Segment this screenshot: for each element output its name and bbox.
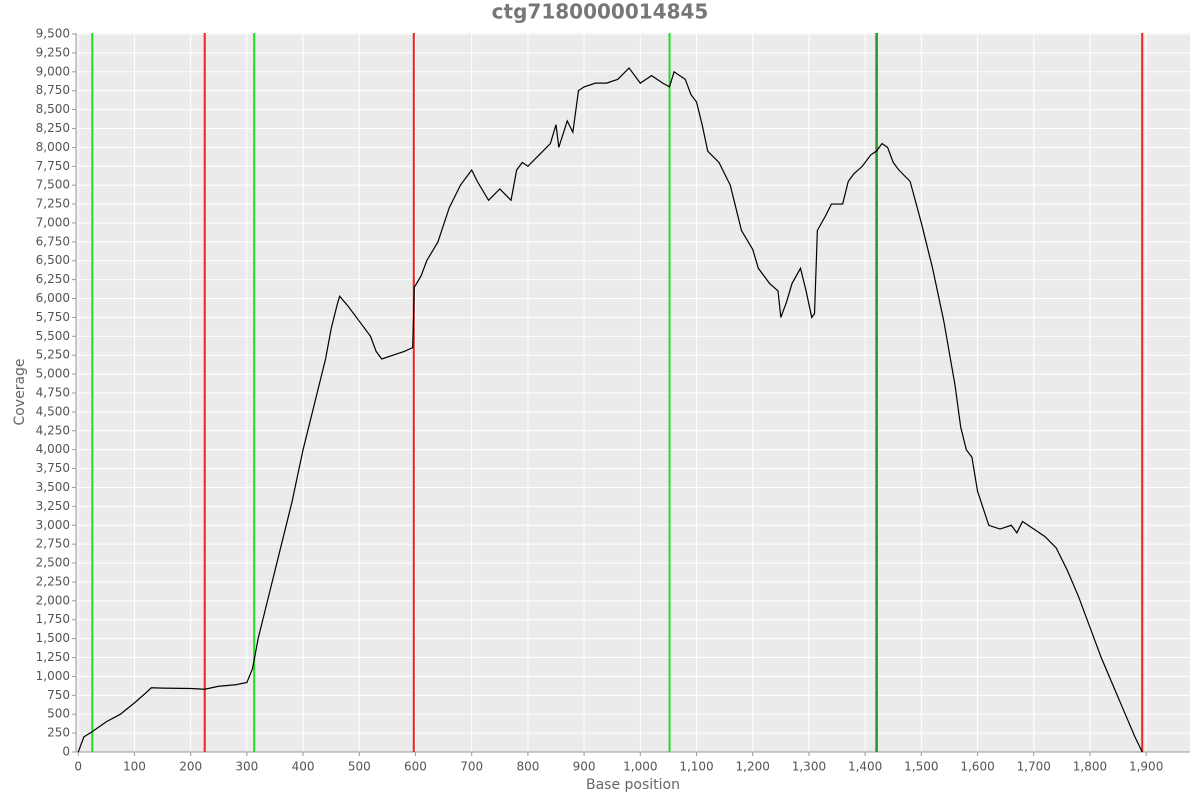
x-tick-label: 1,300 (792, 760, 826, 774)
y-tick-label: 7,500 (36, 178, 70, 192)
y-tick-label: 2,500 (36, 556, 70, 570)
x-tick-label: 100 (123, 760, 146, 774)
y-tick-label: 6,000 (36, 291, 70, 305)
x-tick-label: 500 (348, 760, 371, 774)
y-tick-label: 3,000 (36, 518, 70, 532)
y-tick-label: 6,250 (36, 272, 70, 286)
y-tick-label: 4,000 (36, 442, 70, 456)
x-tick-label: 1,500 (904, 760, 938, 774)
y-tick-label: 5,000 (36, 367, 70, 381)
y-tick-label: 2,750 (36, 537, 70, 551)
y-tick-label: 4,500 (36, 404, 70, 418)
y-tick-label: 7,000 (36, 215, 70, 229)
y-tick-label: 9,250 (36, 45, 70, 59)
y-tick-label: 750 (47, 688, 70, 702)
coverage-line (77, 67, 1143, 753)
y-tick-label: 2,250 (36, 574, 70, 588)
y-tick-label: 4,250 (36, 423, 70, 437)
x-tick-label: 800 (516, 760, 539, 774)
y-tick-label: 1,000 (36, 669, 70, 683)
y-tick-label: 1,750 (36, 612, 70, 626)
y-tick-label: 1,250 (36, 650, 70, 664)
y-tick-label: 8,000 (36, 140, 70, 154)
x-tick-label: 1,400 (848, 760, 882, 774)
y-tick-label: 5,750 (36, 310, 70, 324)
x-tick-label: 700 (460, 760, 483, 774)
x-tick-label: 200 (179, 760, 202, 774)
y-tick-label: 3,250 (36, 499, 70, 513)
y-tick-label: 6,750 (36, 234, 70, 248)
x-axis-label: Base position (586, 777, 680, 793)
chart-title: ctg7180000014845 (492, 0, 709, 24)
x-tick-label: 0 (74, 760, 82, 774)
x-tick-label: 1,000 (623, 760, 657, 774)
y-tick-label: 7,750 (36, 159, 70, 173)
x-tick-label: 600 (404, 760, 427, 774)
y-tick-label: 2,000 (36, 593, 70, 607)
y-tick-label: 9,000 (36, 64, 70, 78)
x-tick-label: 1,700 (1017, 760, 1051, 774)
y-tick-label: 8,500 (36, 102, 70, 116)
y-tick-label: 8,750 (36, 83, 70, 97)
y-tick-label: 0 (62, 745, 70, 759)
x-tick-label: 1,900 (1129, 760, 1163, 774)
x-tick-label: 1,100 (679, 760, 713, 774)
y-tick-label: 5,250 (36, 348, 70, 362)
y-tick-label: 5,500 (36, 329, 70, 343)
x-tick-label: 300 (235, 760, 258, 774)
x-tick-label: 1,600 (960, 760, 994, 774)
y-tick-label: 1,500 (36, 631, 70, 645)
y-tick-label: 3,750 (36, 461, 70, 475)
y-tick-label: 7,250 (36, 197, 70, 211)
x-tick-label: 1,200 (736, 760, 770, 774)
y-tick-label: 250 (47, 726, 70, 740)
y-tick-label: 4,750 (36, 386, 70, 400)
y-tick-label: 9,500 (36, 27, 70, 41)
y-tick-label: 500 (47, 707, 70, 721)
y-axis-label: Coverage (12, 358, 28, 425)
x-tick-label: 400 (292, 760, 315, 774)
x-tick-label: 900 (573, 760, 596, 774)
y-tick-label: 6,500 (36, 253, 70, 267)
y-tick-label: 8,250 (36, 121, 70, 135)
y-tick-label: 3,500 (36, 480, 70, 494)
x-tick-label: 1,800 (1073, 760, 1107, 774)
